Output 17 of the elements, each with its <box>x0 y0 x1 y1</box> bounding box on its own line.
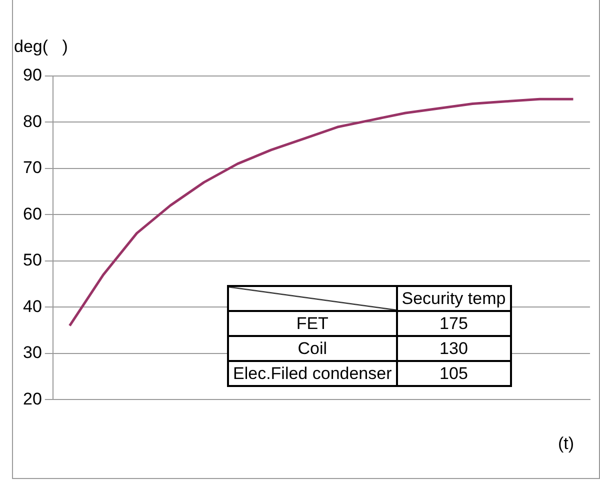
y-tick-label: 70 <box>22 158 42 178</box>
annotation: 105 <box>396 361 511 386</box>
y-tick-label: 30 <box>22 343 42 362</box>
annotation: 175 <box>396 311 511 336</box>
annotation: Security temp <box>396 286 511 311</box>
y-tick-label: 50 <box>22 250 42 270</box>
annotation: FET <box>228 311 397 336</box>
y-tick-label: 40 <box>22 296 42 316</box>
y-tick-label: 80 <box>22 112 42 131</box>
annotation: Elec.Filed condenser <box>228 361 397 386</box>
annotation: 130 <box>396 336 511 361</box>
x-axis-title: (t) <box>558 434 574 453</box>
y-tick-label: 60 <box>22 204 42 224</box>
y-axis-title: deg( ) <box>14 37 68 56</box>
y-tick-label: 90 <box>22 66 42 85</box>
annotation: Coil <box>228 336 397 361</box>
y-tick-label: 20 <box>22 389 42 408</box>
